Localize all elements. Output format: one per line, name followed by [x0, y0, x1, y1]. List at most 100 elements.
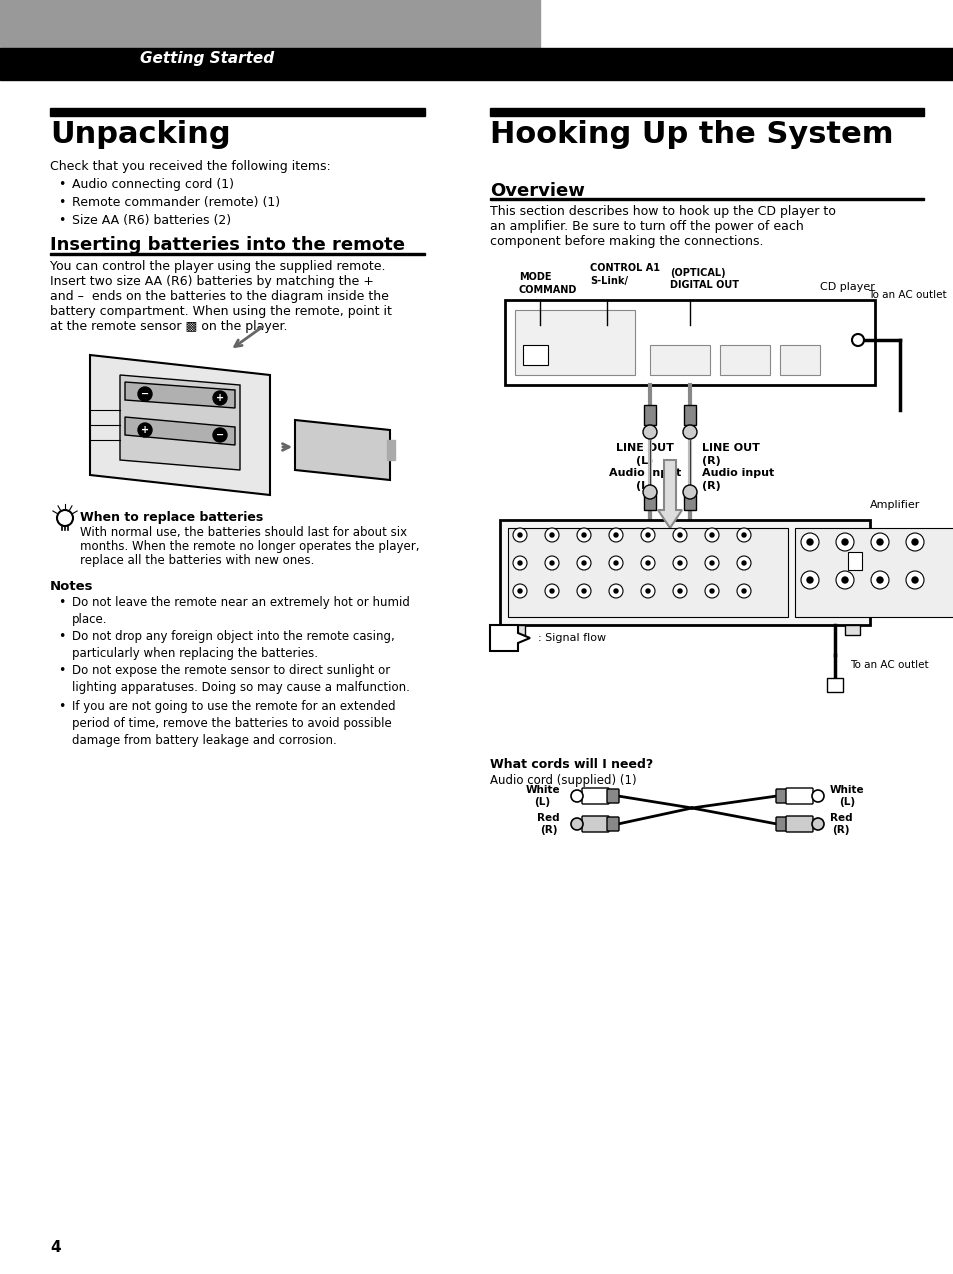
- Circle shape: [841, 539, 847, 545]
- Text: •: •: [58, 631, 66, 643]
- FancyBboxPatch shape: [775, 817, 787, 831]
- Text: When to replace batteries: When to replace batteries: [80, 511, 263, 524]
- Bar: [720, 345, 769, 375]
- Text: Audio connecting cord (1): Audio connecting cord (1): [71, 178, 233, 191]
- Circle shape: [577, 583, 590, 598]
- Text: +: +: [141, 426, 149, 434]
- Circle shape: [571, 818, 582, 829]
- Text: •: •: [58, 214, 66, 227]
- Circle shape: [544, 583, 558, 598]
- Text: COMMAND: COMMAND: [518, 285, 577, 296]
- Circle shape: [577, 527, 590, 541]
- Text: Unpacking: Unpacking: [50, 120, 231, 149]
- Circle shape: [709, 533, 713, 538]
- FancyBboxPatch shape: [785, 789, 812, 804]
- Bar: [0, 48, 953, 80]
- Text: (OPTICAL): (OPTICAL): [669, 268, 725, 278]
- Circle shape: [513, 583, 526, 598]
- Circle shape: [851, 334, 863, 347]
- Circle shape: [544, 527, 558, 541]
- Circle shape: [213, 428, 227, 442]
- Text: With normal use, the batteries should last for about six: With normal use, the batteries should la…: [80, 526, 407, 539]
- Circle shape: [614, 533, 618, 538]
- Bar: [649, 345, 709, 375]
- Circle shape: [517, 589, 521, 592]
- Bar: [0, 0, 539, 55]
- Text: DIGITAL OUT: DIGITAL OUT: [669, 280, 739, 290]
- Circle shape: [806, 539, 812, 545]
- Text: S-Link/: S-Link/: [589, 276, 627, 285]
- Text: Audio input: Audio input: [701, 468, 774, 478]
- Circle shape: [801, 571, 818, 589]
- Text: an amplifier. Be sure to turn off the power of each: an amplifier. Be sure to turn off the po…: [490, 220, 803, 233]
- Text: +: +: [215, 392, 224, 403]
- Circle shape: [911, 577, 917, 583]
- Text: •: •: [58, 196, 66, 209]
- Circle shape: [513, 527, 526, 541]
- Text: CONTROL A1: CONTROL A1: [589, 262, 659, 273]
- Circle shape: [645, 589, 649, 592]
- Text: What cords will I need?: What cords will I need?: [490, 758, 653, 771]
- Bar: [847, 552, 862, 569]
- Text: LINE OUT: LINE OUT: [616, 443, 673, 454]
- Text: component before making the connections.: component before making the connections.: [490, 234, 762, 248]
- Text: •: •: [58, 664, 66, 676]
- Polygon shape: [90, 355, 270, 496]
- Polygon shape: [125, 382, 234, 408]
- Bar: [780, 345, 820, 375]
- Circle shape: [550, 589, 554, 592]
- Text: (L): (L): [636, 456, 653, 466]
- Bar: [515, 310, 635, 375]
- Text: Check that you received the following items:: Check that you received the following it…: [50, 161, 331, 173]
- Circle shape: [550, 533, 554, 538]
- Bar: [683, 405, 696, 426]
- Circle shape: [571, 790, 582, 803]
- Circle shape: [672, 527, 686, 541]
- Circle shape: [544, 555, 558, 569]
- Circle shape: [614, 589, 618, 592]
- Text: (R): (R): [701, 456, 720, 466]
- Text: −: −: [141, 389, 149, 399]
- Text: Remote commander (remote) (1): Remote commander (remote) (1): [71, 196, 280, 209]
- Text: battery compartment. When using the remote, point it: battery compartment. When using the remo…: [50, 304, 392, 318]
- Circle shape: [138, 423, 152, 437]
- Text: Do not expose the remote sensor to direct sunlight or
lighting apparatuses. Doin: Do not expose the remote sensor to direc…: [71, 664, 410, 694]
- Circle shape: [645, 561, 649, 564]
- Text: (L): (L): [636, 482, 653, 490]
- Circle shape: [640, 583, 655, 598]
- Circle shape: [876, 577, 882, 583]
- Circle shape: [645, 533, 649, 538]
- Circle shape: [577, 555, 590, 569]
- Text: Red
(R): Red (R): [829, 813, 852, 834]
- Bar: [490, 108, 923, 116]
- Circle shape: [709, 589, 713, 592]
- Circle shape: [640, 555, 655, 569]
- Text: To an AC outlet: To an AC outlet: [849, 660, 927, 670]
- Bar: [683, 490, 696, 510]
- Text: Overview: Overview: [490, 182, 584, 200]
- Text: LINE OUT: LINE OUT: [701, 443, 760, 454]
- Circle shape: [835, 571, 853, 589]
- Bar: [387, 440, 395, 460]
- FancyBboxPatch shape: [785, 817, 812, 832]
- Text: Red
(R): Red (R): [537, 813, 559, 834]
- Text: White
(L): White (L): [829, 785, 863, 806]
- Circle shape: [213, 391, 227, 405]
- Text: replace all the batteries with new ones.: replace all the batteries with new ones.: [80, 554, 314, 567]
- Circle shape: [678, 589, 681, 592]
- Text: If you are not going to use the remote for an extended
period of time, remove th: If you are not going to use the remote f…: [71, 699, 395, 747]
- Polygon shape: [658, 460, 681, 527]
- Circle shape: [741, 561, 745, 564]
- Text: MODE: MODE: [518, 273, 551, 282]
- Text: −: −: [215, 431, 224, 440]
- Circle shape: [682, 485, 697, 499]
- Polygon shape: [490, 626, 530, 651]
- Bar: [643, 490, 656, 510]
- Circle shape: [704, 583, 719, 598]
- Text: •: •: [58, 178, 66, 191]
- Circle shape: [672, 583, 686, 598]
- Text: (R): (R): [701, 482, 720, 490]
- Circle shape: [835, 533, 853, 550]
- Text: Insert two size AA (R6) batteries by matching the +: Insert two size AA (R6) batteries by mat…: [50, 275, 374, 288]
- Circle shape: [905, 571, 923, 589]
